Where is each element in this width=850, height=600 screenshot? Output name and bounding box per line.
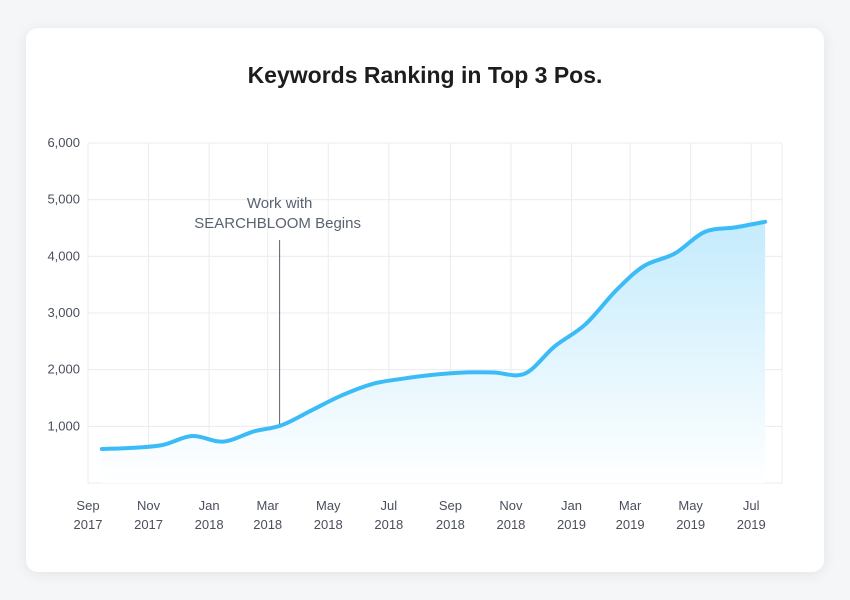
- x-tick-year: 2019: [557, 517, 586, 532]
- x-tick-month: Nov: [137, 498, 161, 513]
- x-tick-month: May: [678, 498, 703, 513]
- x-tick-label: Nov 2017: [134, 498, 163, 532]
- x-tick-year: 2018: [195, 517, 224, 532]
- series-line: [99, 219, 768, 451]
- annotation-layer: Work with SEARCHBLOOM Begins: [194, 195, 361, 426]
- x-tick-month: Mar: [257, 498, 280, 513]
- x-axis: Sep 2017 Nov 2017 Jan 2018 Mar 2018 May 2018 Jul 20…: [74, 498, 766, 532]
- x-tick-month: Sep: [439, 498, 462, 513]
- x-tick-month: Jul: [743, 498, 760, 513]
- x-tick-month: Jan: [199, 498, 220, 513]
- x-tick-label: Jul 2019: [737, 498, 766, 532]
- y-tick-label: 1,000: [47, 418, 80, 433]
- x-tick-year: 2019: [737, 517, 766, 532]
- x-tick-label: Mar 2018: [253, 498, 282, 532]
- x-tick-year: 2018: [314, 517, 343, 532]
- series-area: [101, 221, 766, 484]
- x-tick-month: Jan: [561, 498, 582, 513]
- chart-title: Keywords Ranking in Top 3 Pos.: [247, 62, 603, 88]
- x-tick-month: Mar: [619, 498, 642, 513]
- x-tick-label: Jan 2018: [195, 498, 224, 532]
- x-tick-year: 2017: [74, 517, 103, 532]
- line-layer: [99, 219, 768, 451]
- x-tick-label: Mar 2019: [616, 498, 645, 532]
- x-tick-label: Jan 2019: [557, 498, 586, 532]
- x-tick-label: Jul 2018: [374, 498, 403, 532]
- y-tick-label: 3,000: [47, 305, 80, 320]
- x-tick-label: May 2018: [314, 498, 343, 532]
- x-tick-year: 2019: [616, 517, 645, 532]
- x-tick-month: Jul: [381, 498, 398, 513]
- x-tick-month: Nov: [499, 498, 523, 513]
- annotation-text-line1: Work with: [247, 195, 313, 212]
- x-tick-label: May 2019: [676, 498, 705, 532]
- y-tick-label: 5,000: [47, 192, 80, 207]
- y-tick-label: 6,000: [47, 135, 80, 150]
- area-layer: [101, 221, 766, 484]
- x-tick-year: 2018: [496, 517, 525, 532]
- x-tick-label: Nov 2018: [496, 498, 525, 532]
- annotation-text-line2: SEARCHBLOOM Begins: [194, 215, 361, 232]
- y-axis: 1,000 2,000 3,000 4,000 5,000 6,000: [47, 135, 80, 433]
- x-tick-year: 2018: [436, 517, 465, 532]
- x-tick-year: 2018: [253, 517, 282, 532]
- y-tick-label: 4,000: [47, 248, 80, 263]
- x-tick-year: 2019: [676, 517, 705, 532]
- x-tick-label: Sep 2017: [74, 498, 103, 532]
- x-tick-month: Sep: [76, 498, 99, 513]
- x-tick-year: 2018: [374, 517, 403, 532]
- x-tick-year: 2017: [134, 517, 163, 532]
- y-tick-label: 2,000: [47, 362, 80, 377]
- x-tick-month: May: [316, 498, 341, 513]
- x-tick-label: Sep 2018: [436, 498, 465, 532]
